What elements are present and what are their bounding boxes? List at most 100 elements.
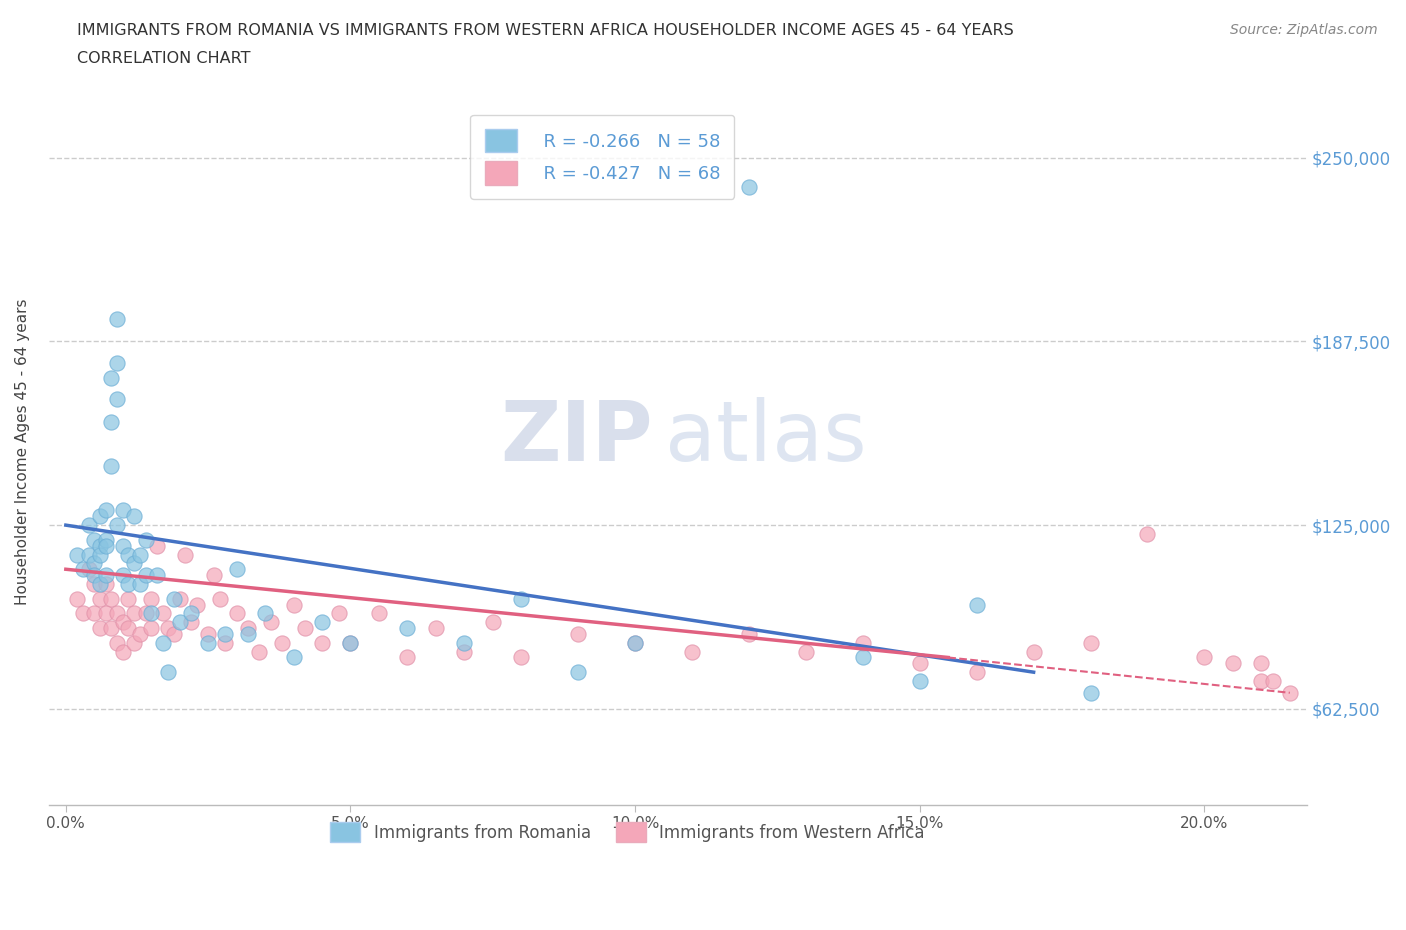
Point [1136, 526, 1159, 541]
Point [1261, 673, 1284, 688]
Point [208, 591, 231, 606]
Point [66, 547, 89, 562]
Point [214, 627, 236, 642]
Point [83, 606, 105, 621]
Point [122, 635, 145, 650]
Point [852, 635, 875, 650]
Point [966, 597, 988, 612]
Point [111, 503, 134, 518]
Point [117, 591, 139, 606]
Point [105, 392, 128, 406]
Point [908, 656, 931, 671]
Point [1278, 685, 1301, 700]
Point [908, 673, 931, 688]
Point [111, 538, 134, 553]
Point [225, 562, 247, 577]
Point [141, 606, 163, 621]
Point [152, 606, 174, 621]
Point [271, 635, 294, 650]
Point [163, 591, 186, 606]
Point [89, 620, 111, 635]
Point [163, 627, 186, 642]
Point [180, 615, 202, 630]
Point [122, 556, 145, 571]
Point [236, 627, 259, 642]
Point [83, 567, 105, 582]
Point [1250, 656, 1272, 671]
Point [1080, 685, 1102, 700]
Point [311, 615, 333, 630]
Point [111, 644, 134, 659]
Point [339, 635, 361, 650]
Point [105, 606, 128, 621]
Point [425, 620, 447, 635]
Point [966, 665, 988, 680]
Point [794, 644, 817, 659]
Point [186, 597, 208, 612]
Point [89, 547, 111, 562]
Point [283, 650, 305, 665]
Point [236, 620, 259, 635]
Point [225, 606, 247, 621]
Point [122, 606, 145, 621]
Point [122, 509, 145, 524]
Point [94, 567, 117, 582]
Point [135, 532, 157, 547]
Point [283, 597, 305, 612]
Point [157, 665, 180, 680]
Point [100, 591, 122, 606]
Point [174, 547, 197, 562]
Point [89, 538, 111, 553]
Point [72, 606, 94, 621]
Point [294, 620, 316, 635]
Point [100, 371, 122, 386]
Point [368, 606, 391, 621]
Point [66, 591, 89, 606]
Point [510, 650, 533, 665]
Point [89, 577, 111, 591]
Point [197, 627, 219, 642]
Point [453, 644, 475, 659]
Point [146, 567, 169, 582]
Point [135, 567, 157, 582]
Point [117, 577, 139, 591]
Point [105, 312, 128, 326]
Point [77, 547, 100, 562]
Point [128, 547, 150, 562]
Point [738, 627, 761, 642]
Point [105, 518, 128, 533]
Point [1080, 635, 1102, 650]
Text: CORRELATION CHART: CORRELATION CHART [77, 51, 250, 66]
Point [89, 509, 111, 524]
Point [339, 635, 361, 650]
Point [135, 606, 157, 621]
Point [214, 635, 236, 650]
Point [510, 591, 533, 606]
Point [83, 532, 105, 547]
Point [100, 458, 122, 473]
Point [100, 620, 122, 635]
Point [105, 356, 128, 371]
Point [94, 532, 117, 547]
Point [1022, 644, 1045, 659]
Text: atlas: atlas [665, 397, 868, 478]
Point [128, 627, 150, 642]
Point [453, 635, 475, 650]
Point [567, 627, 589, 642]
Point [197, 635, 219, 650]
Point [77, 562, 100, 577]
Point [481, 615, 503, 630]
Point [738, 179, 761, 194]
Point [94, 538, 117, 553]
Point [681, 644, 703, 659]
Point [152, 635, 174, 650]
Point [111, 567, 134, 582]
Point [567, 665, 589, 680]
Point [94, 503, 117, 518]
Point [311, 635, 333, 650]
Point [141, 591, 163, 606]
Point [1194, 650, 1216, 665]
Point [117, 547, 139, 562]
Point [105, 635, 128, 650]
Point [1250, 673, 1272, 688]
